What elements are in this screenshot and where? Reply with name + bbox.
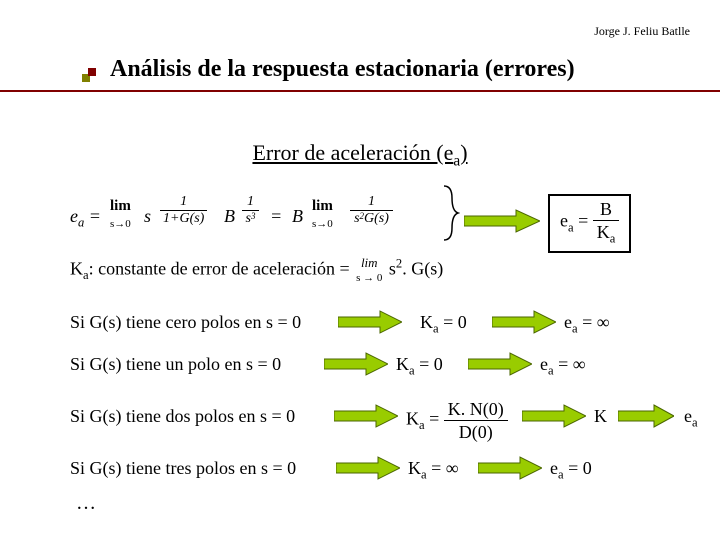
case-3-text: Si G(s) tiene tres polos en s = 0	[70, 458, 296, 479]
case-0-text: Si G(s) tiene cero polos en s = 0	[70, 312, 301, 333]
ea-box-den: Ka	[593, 221, 620, 245]
case-3-ka: Ka = ∞	[408, 458, 459, 483]
case-row-2-poles: Si G(s) tiene dos polos en s = 0 Ka = K.…	[70, 400, 690, 438]
formula-ea: ea =	[70, 206, 101, 231]
right-brace-icon	[440, 184, 460, 242]
ellipsis: …	[76, 492, 96, 515]
arrow-to-ea-box	[464, 208, 540, 234]
formula-lim2: lims→0	[312, 198, 333, 232]
case-1-text: Si G(s) tiene un polo en s = 0	[70, 354, 281, 375]
case-3-ea: ea = 0	[550, 458, 592, 483]
corner-accent	[82, 68, 96, 82]
arrow-icon	[324, 351, 388, 377]
formula-B2: B	[292, 206, 303, 227]
formula-frac3: 1 s2G(s)	[350, 194, 393, 227]
arrow-icon	[338, 309, 402, 335]
slide-title: Análisis de la respuesta estacionaria (e…	[110, 56, 690, 83]
case-0-ka: Ka = 0	[420, 312, 467, 337]
arrow-icon	[336, 455, 400, 481]
arrow-icon	[522, 403, 586, 429]
ea-result-box: ea = BKa	[548, 194, 631, 253]
case-0-ea: ea = ∞	[564, 312, 610, 337]
arrow-icon	[468, 351, 532, 377]
subtitle-text: Error de aceleración (ea)	[252, 140, 467, 165]
arrow-icon	[618, 403, 674, 429]
case-2-ka: Ka = K. N(0)D(0)	[406, 400, 508, 441]
arrow-icon	[478, 455, 542, 481]
ea-box-num: B	[593, 200, 620, 221]
case-1-ea: ea = ∞	[540, 354, 586, 379]
case-2-ka-num: K. N(0)	[444, 400, 508, 421]
case-row-3-poles: Si G(s) tiene tres polos en s = 0 Ka = ∞…	[70, 452, 690, 490]
case-row-0-poles: Si G(s) tiene cero polos en s = 0 Ka = 0…	[70, 306, 690, 344]
case-row-1-pole: Si G(s) tiene un polo en s = 0 Ka = 0 ea…	[70, 348, 690, 386]
formula-B1: B	[224, 206, 235, 227]
arrow-icon	[334, 403, 398, 429]
ka-def-lim: lims → 0	[356, 256, 382, 285]
case-2-k: K	[594, 406, 607, 427]
case-2-ea: ea	[684, 406, 698, 431]
horizontal-rule	[0, 90, 720, 92]
attribution-text: Jorge J. Feliu Batlle	[594, 24, 690, 39]
formula-s1: s	[144, 206, 151, 227]
arrow-icon	[492, 309, 556, 335]
case-1-ka: Ka = 0	[396, 354, 443, 379]
formula-frac1: 1 1+G(s)	[160, 194, 207, 227]
ka-definition: Ka: constante de error de aceleración = …	[70, 256, 443, 285]
slide: Jorge J. Feliu Batlle Análisis de la res…	[0, 0, 720, 540]
case-2-ka-den: D(0)	[444, 421, 508, 441]
ka-def-text: : constante de error de aceleración =	[89, 258, 355, 278]
formula-lim1: lims→0	[110, 198, 131, 232]
formula-frac2: 1 s3	[242, 194, 259, 227]
subtitle: Error de aceleración (ea)	[0, 140, 720, 170]
case-2-text: Si G(s) tiene dos polos en s = 0	[70, 406, 295, 427]
main-formula: ea = lims→0 s 1 1+G(s) B 1 s3 = B lims→0…	[70, 190, 450, 240]
formula-eq2: =	[270, 206, 282, 227]
